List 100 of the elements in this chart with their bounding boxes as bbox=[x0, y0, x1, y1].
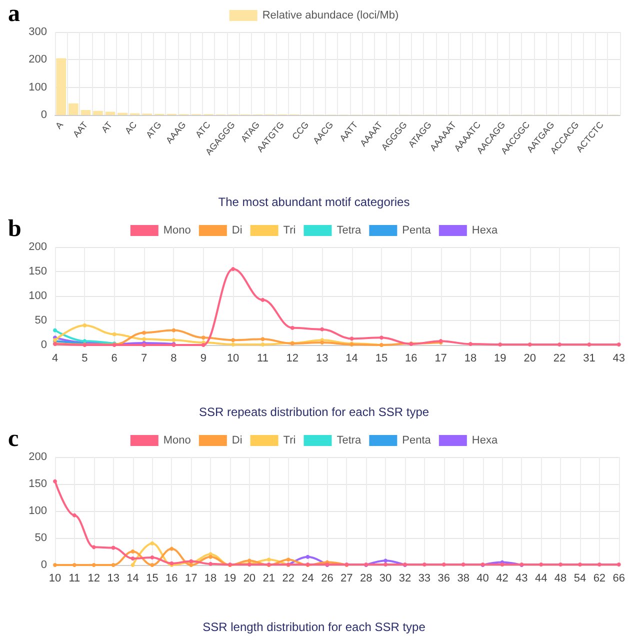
point bbox=[231, 267, 236, 272]
x-tick-label: 36 bbox=[438, 572, 450, 584]
y-tick-label: 200 bbox=[28, 54, 47, 66]
text: SSR repeats distribution for each SSR type bbox=[198, 405, 430, 419]
x-tick-label: 4 bbox=[52, 352, 58, 364]
point bbox=[172, 328, 176, 332]
point bbox=[72, 513, 76, 518]
point bbox=[468, 342, 472, 346]
point bbox=[53, 479, 57, 484]
legend-label: Tri bbox=[283, 434, 296, 446]
y-tick-label: 150 bbox=[28, 478, 47, 490]
x-tick-label: 14 bbox=[126, 572, 139, 584]
x-tick-label: 6 bbox=[111, 352, 118, 364]
x-tick-label: 20 bbox=[524, 352, 536, 364]
point bbox=[616, 342, 621, 347]
x-tick-label: A bbox=[53, 120, 65, 131]
point bbox=[384, 558, 388, 563]
point bbox=[150, 541, 154, 546]
point bbox=[53, 328, 57, 332]
point bbox=[111, 546, 116, 550]
point bbox=[247, 558, 252, 563]
x-tick-label: 19 bbox=[494, 352, 506, 364]
text: a bbox=[8, 1, 20, 27]
x-tick-label: 16 bbox=[166, 572, 178, 584]
x-tick-label: 32 bbox=[398, 572, 412, 584]
point bbox=[260, 342, 265, 347]
x-tick-label: 5 bbox=[82, 352, 88, 364]
point bbox=[320, 340, 324, 345]
point bbox=[306, 554, 310, 559]
x-tick-label: 42 bbox=[496, 572, 508, 584]
x-tick-label: AT bbox=[99, 119, 114, 135]
point bbox=[53, 563, 57, 567]
x-tick-label: 15 bbox=[375, 352, 388, 364]
x-tick-label: 38 bbox=[457, 572, 470, 584]
text: b bbox=[8, 216, 22, 242]
x-tick-label: 43 bbox=[612, 352, 626, 364]
legend-label: Hexa bbox=[472, 224, 498, 236]
x-tick-label: 30 bbox=[379, 572, 392, 584]
point bbox=[286, 558, 290, 562]
point bbox=[379, 336, 384, 340]
x-tick-label: 40 bbox=[476, 572, 489, 584]
point bbox=[201, 336, 206, 340]
point bbox=[170, 546, 174, 551]
x-tick-label: 12 bbox=[88, 572, 100, 584]
point bbox=[231, 338, 236, 342]
point bbox=[130, 563, 135, 567]
point bbox=[111, 563, 116, 567]
y-tick-label: 50 bbox=[34, 314, 47, 326]
x-tick-label: 16 bbox=[405, 352, 418, 364]
x-tick-label: 18 bbox=[204, 572, 217, 584]
x-tick-label: 9 bbox=[200, 352, 206, 364]
point bbox=[498, 342, 502, 347]
x-tick-label: 17 bbox=[434, 352, 447, 364]
point bbox=[130, 556, 135, 561]
point bbox=[231, 342, 236, 347]
x-tick-label: 10 bbox=[48, 572, 62, 584]
point bbox=[72, 563, 76, 567]
point bbox=[266, 558, 271, 562]
x-tick-label: 10 bbox=[226, 352, 240, 364]
bar bbox=[56, 58, 66, 115]
y-tick-label: 0 bbox=[40, 339, 47, 351]
x-tick-label: 27 bbox=[340, 572, 353, 584]
legend-label: Tri bbox=[283, 224, 296, 236]
x-tick-label: 20 bbox=[243, 572, 256, 584]
point bbox=[150, 563, 154, 567]
bar bbox=[80, 110, 91, 115]
x-tick-label: 43 bbox=[516, 572, 528, 584]
x-tick-label: 62 bbox=[593, 572, 606, 584]
y-tick-label: 100 bbox=[28, 81, 47, 94]
point bbox=[320, 327, 324, 332]
x-tick-label: 21 bbox=[262, 572, 276, 584]
point bbox=[290, 326, 294, 330]
legend-label: Penta bbox=[402, 434, 432, 446]
x-tick-label: 11 bbox=[257, 352, 268, 364]
x-tick-label: 14 bbox=[346, 352, 358, 364]
legend-label: Mono bbox=[163, 434, 191, 446]
legend-label: Relative abundace (loci/Mb) bbox=[262, 10, 399, 22]
point bbox=[172, 338, 176, 342]
legend-label: Tetra bbox=[336, 224, 362, 236]
y-tick-label: 0 bbox=[40, 559, 47, 571]
point bbox=[201, 343, 206, 347]
y-tick-label: 50 bbox=[34, 532, 47, 544]
point bbox=[112, 332, 116, 336]
y-tick-label: 200 bbox=[28, 241, 47, 253]
bar bbox=[68, 103, 78, 115]
x-tick-label: 15 bbox=[146, 572, 158, 584]
point bbox=[558, 562, 563, 566]
point bbox=[208, 554, 213, 559]
point bbox=[587, 342, 592, 347]
x-tick-label: 17 bbox=[184, 572, 198, 584]
point bbox=[142, 330, 146, 335]
point bbox=[260, 337, 265, 342]
bar bbox=[105, 112, 116, 115]
y-tick-label: 150 bbox=[28, 266, 47, 278]
point bbox=[142, 337, 146, 342]
text: c bbox=[8, 426, 19, 452]
point bbox=[528, 342, 532, 347]
x-tick-label: 22 bbox=[282, 572, 294, 584]
y-tick-label: 300 bbox=[28, 26, 47, 38]
x-tick-label: 48 bbox=[554, 572, 567, 584]
